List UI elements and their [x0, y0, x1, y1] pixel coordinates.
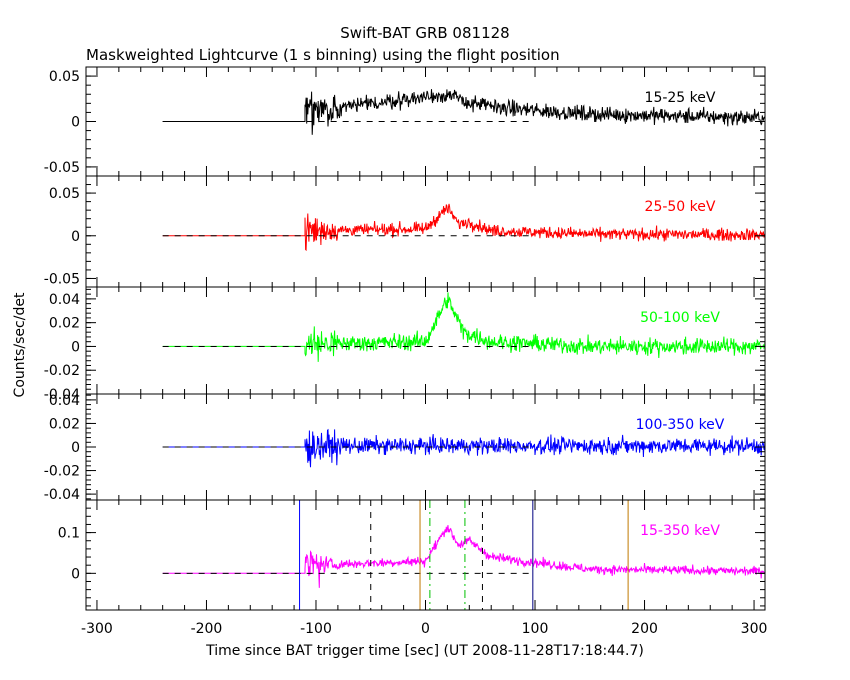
band-label: 15-25 keV	[645, 90, 716, 106]
x-tick-label: -100	[300, 621, 332, 637]
y-tick-label: -0.02	[44, 464, 80, 480]
x-tick-label: -300	[81, 621, 113, 637]
y-tick-label: -0.04	[44, 487, 80, 503]
series-line	[162, 428, 765, 468]
panel-4: 0 0.1 15-350 keV	[58, 499, 766, 611]
y-tick-label: -0.05	[44, 271, 80, 287]
y-tick-label: 0.05	[49, 186, 80, 202]
x-tick-label: 200	[631, 621, 658, 637]
chart-subtitle: Maskweighted Lightcurve (1 s binning) us…	[86, 46, 560, 64]
panel-0: -0.05 0 0.05 15-25 keV	[44, 66, 766, 177]
y-tick-label: 0	[71, 566, 80, 582]
y-tick-label: 0.04	[49, 292, 80, 308]
y-tick-label: 0.02	[49, 416, 80, 432]
y-tick-label: 0.04	[49, 393, 80, 409]
panel-1: -0.05 0 0.05 25-50 keV	[44, 175, 766, 288]
y-tick-label: -0.02	[44, 363, 80, 379]
panel-3: -0.04 -0.02 0 0.02 0.04 100-350 keV	[44, 393, 766, 503]
y-tick-label: 0	[71, 115, 80, 131]
band-label: 100-350 keV	[636, 417, 725, 433]
y-tick-label: -0.04	[44, 387, 80, 403]
series-line	[162, 203, 765, 252]
x-axis-label: Time since BAT trigger time [sec] (UT 20…	[205, 643, 644, 659]
chart-title: Swift-BAT GRB 081128	[340, 24, 509, 42]
x-tick-label: 0	[421, 621, 430, 637]
y-tick-label: 0	[71, 440, 80, 456]
series-line	[162, 525, 765, 588]
panel-frame	[85, 499, 766, 611]
series-line	[162, 89, 765, 135]
band-label: 15-350 keV	[640, 523, 720, 539]
y-tick-label: 0.05	[49, 69, 80, 85]
band-label: 50-100 keV	[640, 310, 720, 326]
y-axis-label: Counts/sec/det	[12, 292, 28, 397]
series-line	[162, 292, 765, 362]
x-axis: -300 -200 -100 0 100 200 300	[81, 621, 767, 637]
y-tick-label: 0.02	[49, 316, 80, 332]
panel-2: -0.04 -0.02 0 0.02 0.04 50-100 keV	[44, 286, 766, 403]
x-tick-label: 300	[741, 621, 768, 637]
x-tick-label: -200	[191, 621, 223, 637]
y-tick-label: 0	[71, 339, 80, 355]
y-tick-label: -0.05	[44, 160, 80, 176]
band-label: 25-50 keV	[645, 199, 716, 215]
y-tick-label: 0.1	[58, 526, 80, 542]
x-tick-label: 100	[522, 621, 549, 637]
y-tick-label: 0	[71, 229, 80, 245]
